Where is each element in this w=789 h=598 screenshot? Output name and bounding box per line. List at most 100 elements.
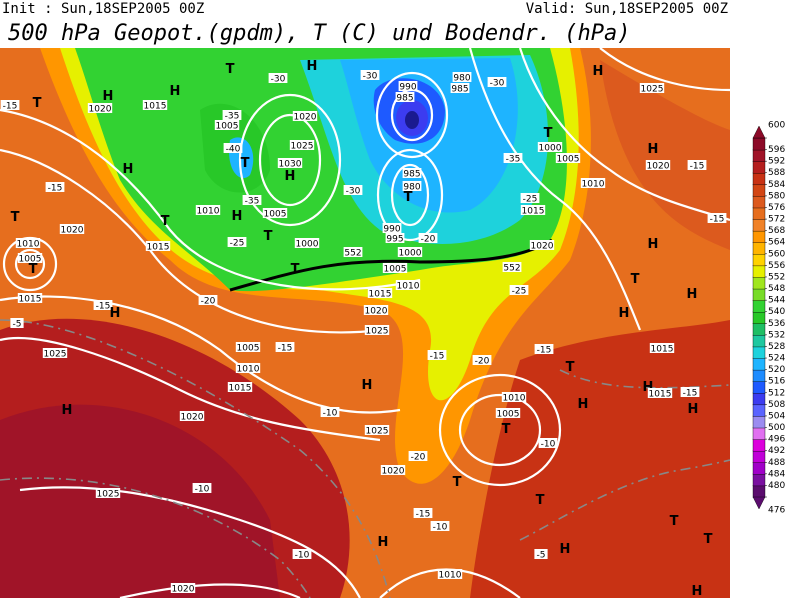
- colorbar-label: 588: [768, 168, 785, 178]
- label-box: [289, 140, 315, 150]
- contour-label: 1025: [44, 350, 67, 360]
- pressure-center: T: [536, 493, 545, 508]
- pressure-center: H: [170, 84, 181, 99]
- label-box: [242, 195, 262, 205]
- label-box: [408, 451, 428, 461]
- colorbar-segment: [752, 137, 766, 151]
- colorbar-label: 572: [768, 215, 785, 225]
- contour-label: 990: [399, 83, 416, 93]
- label-box: [402, 168, 422, 178]
- pressure-center: T: [29, 262, 38, 277]
- colorbar-label: 516: [768, 377, 785, 387]
- contour-label: -10: [541, 440, 556, 450]
- colorbar-label: 532: [768, 330, 785, 340]
- colorbar-segment: [752, 195, 766, 209]
- pressure-center: T: [264, 229, 273, 244]
- colorbar-label: 600: [768, 121, 785, 131]
- pressure-center: T: [226, 62, 235, 77]
- colorbar-label: 556: [768, 261, 785, 271]
- label-box: [502, 262, 522, 272]
- label-box: [268, 73, 288, 83]
- label-box: [262, 208, 288, 218]
- label-box: [687, 160, 707, 170]
- contour-label: 1015: [147, 243, 170, 253]
- contour-label: -20: [201, 297, 216, 307]
- label-box: [503, 153, 523, 163]
- colorbar-segment: [752, 427, 766, 440]
- colorbar-segment: [752, 346, 766, 359]
- contour-label: 1015: [369, 290, 392, 300]
- contour-label: 1020: [181, 413, 204, 423]
- pressure-center: H: [648, 237, 659, 252]
- contour-label: 1015: [522, 207, 545, 217]
- contour-label: 1020: [531, 242, 554, 252]
- colorbar-segment: [752, 265, 766, 278]
- pressure-center: T: [704, 532, 713, 547]
- contour-label: -30: [346, 187, 361, 197]
- label-box: [227, 237, 247, 247]
- colorbar-label: 548: [768, 284, 785, 294]
- label-box: [95, 488, 121, 498]
- contour-label: 1010: [17, 240, 40, 250]
- warm-region: [600, 60, 730, 250]
- contour-label: -15: [48, 184, 63, 194]
- contour-label: -15: [710, 215, 725, 225]
- pressure-center: T: [670, 514, 679, 529]
- colorbar-segment: [752, 357, 766, 371]
- label-box: [452, 72, 472, 82]
- map-title: 500 hPa Geopot.(gpdm), T (C) und Bodendr…: [8, 21, 631, 46]
- contour-label: 1005: [19, 255, 42, 265]
- pressure-center: H: [378, 535, 389, 550]
- pressure-center: T: [291, 262, 300, 277]
- label-box: [275, 342, 295, 352]
- label-box: [198, 295, 218, 305]
- label-box: [17, 253, 43, 263]
- colorbar-label: 592: [768, 157, 785, 167]
- colorbar-arrow: [752, 125, 766, 139]
- temperature-lines: [0, 319, 730, 598]
- pressure-center: H: [285, 169, 296, 184]
- colorbar-label: 500: [768, 423, 785, 433]
- label-box: [142, 100, 168, 110]
- label-box: [395, 280, 421, 290]
- pressure-center: H: [362, 378, 373, 393]
- colorbar-label: 552: [768, 272, 785, 282]
- label-box: [235, 363, 261, 373]
- label-box: [367, 288, 393, 298]
- contour-label: 1020: [172, 585, 195, 595]
- isobars: [0, 48, 730, 598]
- pressure-center: T: [502, 422, 511, 437]
- pressure-center: H: [578, 397, 589, 412]
- contour-label: 1020: [89, 105, 112, 115]
- colorbar-segment: [752, 242, 766, 255]
- contour-label: -15: [3, 102, 18, 112]
- colorbar-segment: [752, 473, 766, 487]
- label-box: [529, 240, 555, 250]
- contour-label: -25: [512, 287, 527, 297]
- contour-label: 1020: [647, 162, 670, 172]
- label-box: [145, 241, 171, 251]
- label-box: [360, 70, 380, 80]
- colorbar-segment: [752, 438, 766, 452]
- label-box: [343, 185, 363, 195]
- contour-label: -10: [195, 485, 210, 495]
- contour-label: 1005: [557, 155, 580, 165]
- contour-label: 1025: [291, 142, 314, 152]
- label-box: [680, 387, 700, 397]
- label-box: [707, 213, 727, 223]
- colorbar: 4764804844884924965005045085125165205245…: [752, 121, 785, 516]
- colorbar-segment: [752, 323, 766, 336]
- label-box: [343, 247, 363, 257]
- colorbar-segment: [752, 299, 766, 313]
- contour-label: -15: [278, 344, 293, 354]
- colorbar-segment: [752, 404, 766, 417]
- colorbar-segment: [752, 369, 766, 382]
- pressure-center: H: [560, 542, 571, 557]
- colorbar-segment: [752, 276, 766, 290]
- label-box: [17, 293, 43, 303]
- label-box: [487, 77, 507, 87]
- contour-label: 1020: [382, 467, 405, 477]
- label-box: [430, 521, 450, 531]
- label-box: [179, 411, 205, 421]
- label-box: [227, 382, 253, 392]
